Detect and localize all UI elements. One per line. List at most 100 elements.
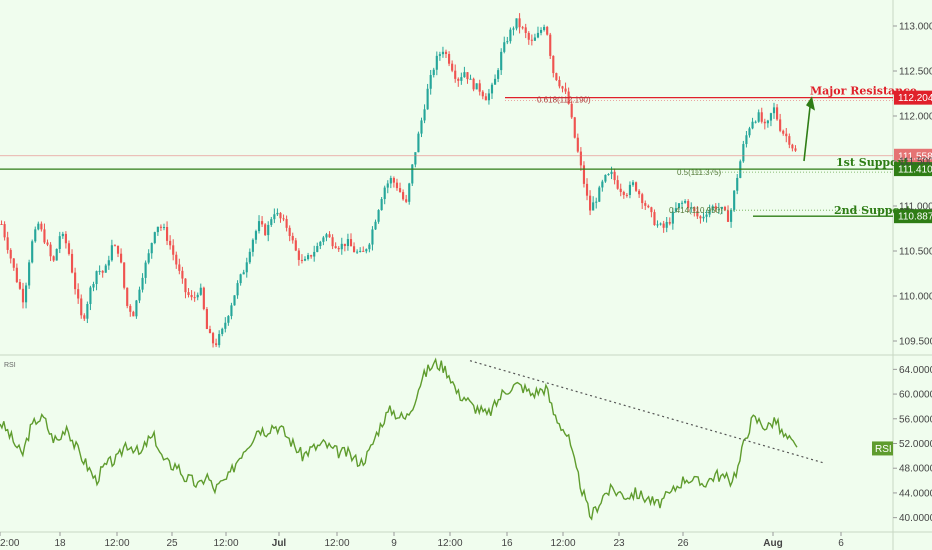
candle-body [77, 289, 80, 299]
candle-body [159, 226, 163, 228]
candle-body [411, 164, 414, 184]
candle-body [83, 315, 86, 319]
candle-body [126, 287, 129, 306]
candle-body [539, 29, 543, 33]
candle-body [175, 254, 178, 265]
time-tick-label: 12:00 [324, 538, 349, 549]
candle-body [6, 237, 9, 250]
candle-body [46, 242, 49, 245]
candle-body [405, 199, 408, 202]
candle-body [687, 200, 690, 209]
candle-body [546, 26, 549, 35]
candle-body [165, 227, 169, 241]
candle-body [641, 194, 644, 204]
candle-body [270, 219, 273, 225]
time-axis[interactable]: 2:00 18 12:00 25 12:00 Jul 12:00 9 12:00 16 12:00 2… [0, 532, 844, 549]
candle-body [380, 199, 383, 211]
candle-body [251, 239, 254, 252]
candle-body [3, 224, 6, 238]
candle-body [748, 128, 751, 136]
candle-body [215, 343, 218, 346]
candle-body [619, 188, 622, 193]
price-axis[interactable]: 113.000 112.500 112.000 111.500 111.000 110.5… [893, 22, 932, 348]
rsi-tick-label: 48.0000 [899, 464, 932, 475]
candle-body [368, 244, 371, 250]
time-tick-label: Aug [763, 538, 782, 549]
candle-body [89, 287, 92, 305]
time-tick-label: 12:00 [104, 538, 129, 549]
candle-body [644, 203, 647, 206]
candle-body [257, 221, 261, 232]
candle-body [435, 55, 438, 70]
time-tick-label: 6 [838, 538, 844, 549]
candle-body [536, 32, 540, 38]
current-price-tag [894, 148, 932, 163]
candle-body [365, 249, 368, 252]
candle-body [625, 194, 628, 196]
candle-body [552, 55, 555, 74]
candle-body [402, 192, 405, 200]
first-support-label: 1st Support [836, 156, 909, 169]
candle-body [0, 224, 3, 225]
candle-body [230, 305, 233, 317]
candle-body [267, 224, 270, 236]
candle-body [506, 41, 509, 43]
candle-body [659, 223, 662, 225]
candle-body [104, 265, 107, 273]
time-tick-label: 2:00 [0, 538, 20, 549]
rsi-panel: RSI 64.0000 60.0000 56.0000 52.0000 48.0000 44… [0, 357, 932, 524]
candle-body [285, 219, 288, 228]
candle-body [576, 137, 579, 152]
time-tick-label: 12:00 [437, 538, 462, 549]
fib-414-label: 0.414(110.950) [669, 206, 723, 215]
candle-body [120, 253, 123, 263]
candle-body [52, 256, 55, 261]
candle-body [429, 75, 432, 89]
candle-body [779, 119, 782, 131]
candle-body [601, 181, 604, 188]
candle-body [616, 180, 619, 189]
candle-body [487, 93, 491, 101]
candle-body [98, 270, 101, 272]
candle-body [386, 183, 389, 188]
candle-body [147, 253, 150, 263]
candle-body [561, 86, 564, 89]
candle-body [67, 243, 71, 254]
candle-body [273, 214, 276, 220]
candle-body [760, 112, 763, 122]
candle-body [484, 96, 487, 101]
candle-body [208, 328, 212, 334]
time-tick-label: 23 [613, 538, 625, 549]
candle-body [156, 226, 159, 233]
candle-body [40, 223, 43, 230]
time-tick-label: 25 [166, 538, 178, 549]
candle-body [362, 250, 365, 252]
candle-body [782, 130, 785, 134]
candle-body [555, 73, 558, 81]
current-price-tag-text: 111.558 [898, 151, 932, 162]
candle-body [313, 251, 316, 257]
rsi-tick-label: 40.0000 [899, 513, 932, 524]
candle-body [650, 207, 653, 213]
fib-50-label: 0.5(111.375) [677, 168, 722, 177]
candle-body [493, 78, 497, 85]
candle-body [248, 251, 251, 263]
candle-body [28, 262, 31, 286]
candle-body [398, 188, 402, 193]
candle-body [711, 206, 714, 210]
candle-body [622, 192, 625, 195]
second-support-label: 2nd Support [834, 204, 912, 217]
candle-body [745, 135, 748, 145]
candle-body [432, 69, 435, 76]
candle-body [392, 177, 395, 183]
time-tick-label: 9 [391, 538, 397, 549]
candle-body [558, 80, 561, 87]
candle-body [720, 206, 723, 209]
candle-body [598, 187, 601, 202]
candle-body [521, 27, 524, 29]
candle-body [769, 113, 773, 121]
candle-body [49, 244, 52, 257]
